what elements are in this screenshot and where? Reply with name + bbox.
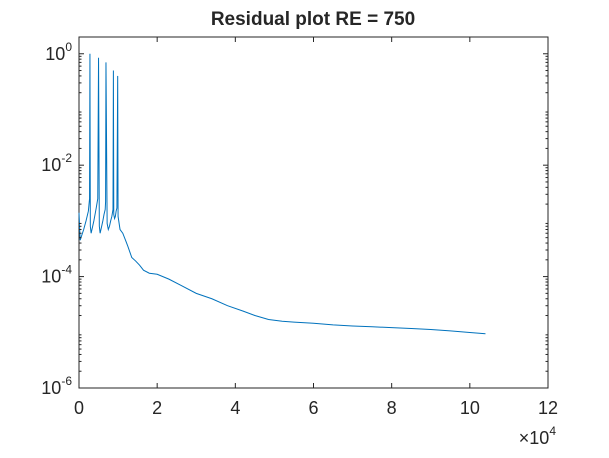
x-tick-label: 0 bbox=[74, 398, 84, 418]
x-axis-exponent-label: ×104 bbox=[519, 424, 557, 448]
x-tick-label: 6 bbox=[308, 398, 318, 418]
x-tick-label: 8 bbox=[387, 398, 397, 418]
x-tick-label: 4 bbox=[230, 398, 240, 418]
y-tick-label: 10-4 bbox=[41, 263, 72, 287]
plot-area: 0 2 4 6 8 10 12 100 10-2 10-4 10-6 bbox=[41, 36, 558, 418]
x-exponent-text: ×104 bbox=[519, 424, 557, 448]
chart-title: Residual plot RE = 750 bbox=[211, 9, 415, 30]
y-tick-label: 10-2 bbox=[41, 151, 72, 175]
x-tick-label: 2 bbox=[152, 398, 162, 418]
y-axis-ticks: 100 10-2 10-4 10-6 bbox=[41, 36, 548, 398]
series-line-0 bbox=[78, 53, 486, 335]
x-tick-label: 10 bbox=[460, 398, 480, 418]
x-axis-ticks: 0 2 4 6 8 10 12 bbox=[74, 37, 558, 418]
axes-box bbox=[78, 36, 549, 389]
x-tick-label: 12 bbox=[538, 398, 558, 418]
y-tick-label: 10-6 bbox=[41, 374, 72, 398]
series-layer bbox=[78, 53, 486, 335]
y-tick-label: 100 bbox=[45, 40, 72, 64]
